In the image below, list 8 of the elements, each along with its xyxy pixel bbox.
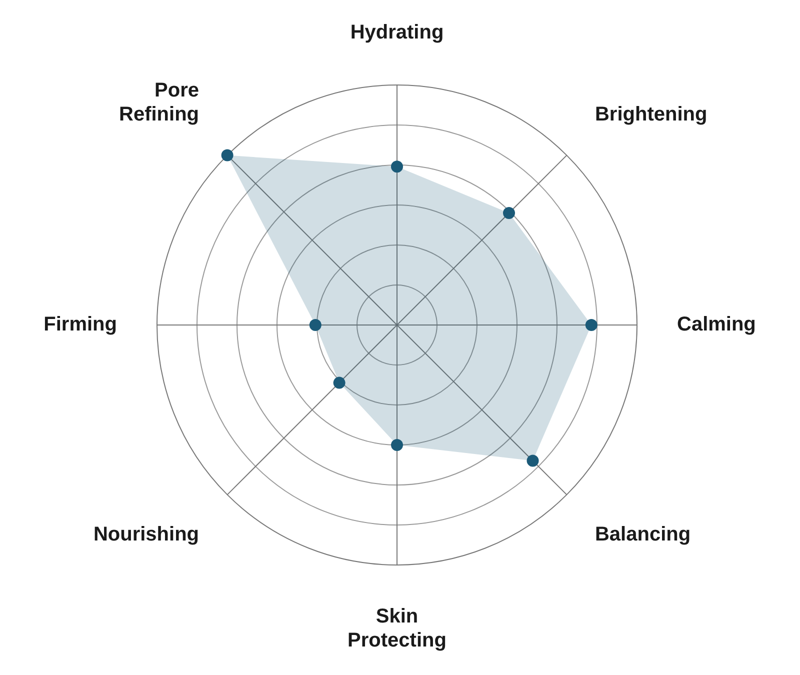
spoke-label: Balancing [594, 524, 691, 546]
spoke-label: Pore Refining [119, 80, 200, 126]
spoke-label: Calming [677, 314, 756, 336]
spoke-label: Skin Protecting [348, 606, 446, 652]
spoke-label: Firming [44, 314, 117, 336]
spoke-label: Hydrating [350, 22, 444, 44]
spoke-label: Brightening [594, 104, 708, 126]
spoke-label: Nourishing [93, 524, 200, 546]
